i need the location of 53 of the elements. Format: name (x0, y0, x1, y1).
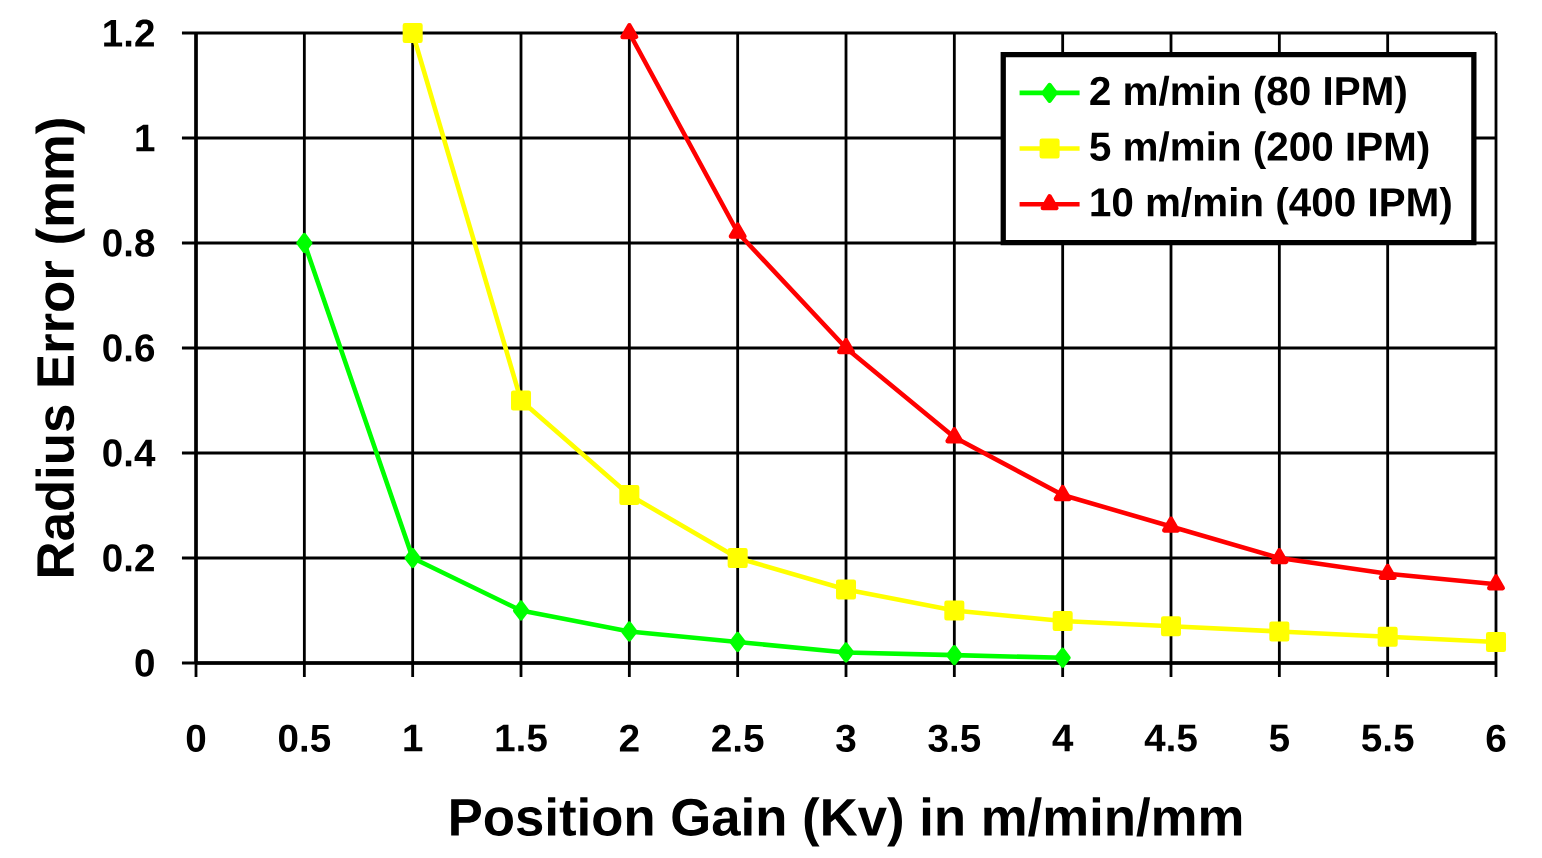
y-axis-title: Radius Error (mm) (35, 119, 85, 576)
point (404, 547, 421, 568)
x-tick-label: 1.5 (496, 724, 547, 752)
y-tick-label: 0.2 (103, 544, 154, 572)
x-axis-title: Position Gain (Kv) in m/min/mm (451, 797, 1242, 847)
x-tick-label: 3 (836, 724, 856, 752)
point (1485, 631, 1507, 652)
point (1269, 621, 1290, 642)
point (1270, 547, 1289, 565)
point (1378, 563, 1397, 580)
y-tick-label: 0.8 (103, 229, 155, 257)
y-tick-label: 0.6 (103, 334, 155, 362)
point (512, 600, 530, 621)
point (402, 22, 423, 43)
y-tick-label: 1.2 (104, 19, 154, 47)
point (728, 222, 747, 239)
x-tick-label: 0.5 (279, 724, 331, 752)
y-tick-label: 0 (135, 649, 154, 677)
point (945, 427, 964, 444)
point (944, 600, 965, 621)
y-tick-label: 0.4 (103, 439, 156, 467)
point (1162, 516, 1180, 533)
x-tick-label: 2.5 (712, 724, 764, 752)
point (620, 22, 639, 40)
point (1160, 616, 1182, 637)
point (1052, 610, 1073, 631)
x-tick-label: 5.5 (1362, 724, 1414, 752)
legend-label: 10 m/min (400 IPM) (1091, 186, 1451, 225)
point (510, 390, 532, 411)
point (619, 484, 640, 505)
x-tick-label: 2 (619, 724, 639, 752)
point (837, 642, 855, 663)
point (946, 645, 963, 666)
point (727, 547, 748, 568)
x-tick-label: 5 (1269, 724, 1289, 752)
x-tick-label: 0 (186, 724, 206, 752)
legend-label: 2 m/min (80 IPM) (1090, 75, 1406, 114)
x-tick-label: 3.5 (928, 724, 981, 752)
point (1377, 626, 1398, 647)
point (1487, 574, 1505, 591)
point (837, 337, 855, 355)
y-tick-label: 1 (136, 124, 155, 152)
point (296, 232, 313, 253)
legend-label: 5 m/min (200 IPM) (1090, 131, 1429, 169)
x-tick-label: 6 (1486, 724, 1506, 752)
point (1053, 484, 1072, 502)
point (1054, 647, 1071, 668)
point (835, 579, 857, 600)
x-tick-label: 4.5 (1144, 724, 1197, 752)
x-tick-label: 4 (1052, 724, 1074, 752)
x-tick-label: 1 (404, 724, 423, 752)
point (621, 621, 638, 642)
point (729, 631, 746, 652)
